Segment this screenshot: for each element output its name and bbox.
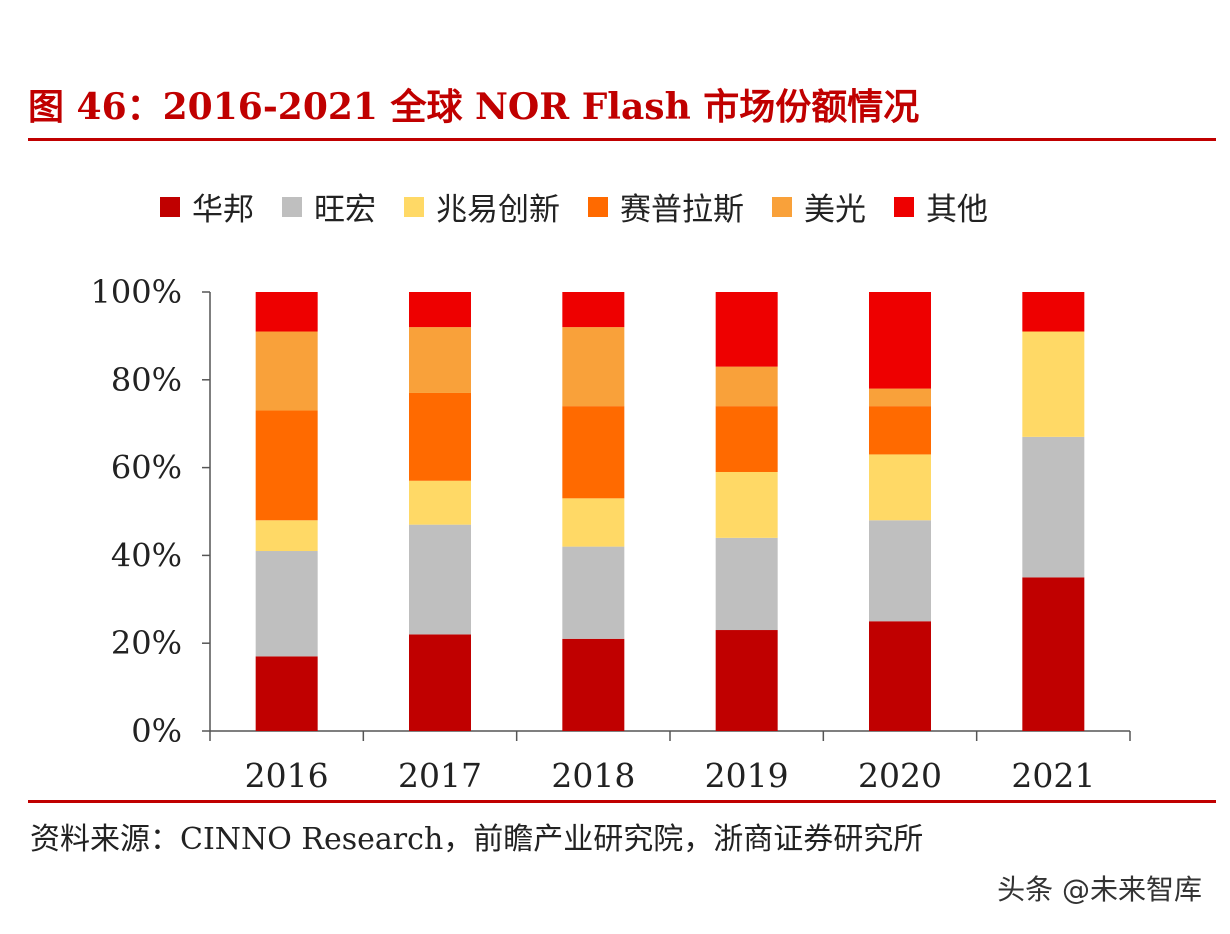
bar-segment xyxy=(869,292,931,389)
x-tick-label: 2017 xyxy=(398,756,482,795)
legend-item: 华邦 xyxy=(160,184,254,229)
legend-item: 兆易创新 xyxy=(404,184,560,229)
bar-segment xyxy=(409,392,471,481)
legend-item: 赛普拉斯 xyxy=(588,184,744,229)
legend-label: 其他 xyxy=(926,192,988,228)
source-divider xyxy=(28,800,1216,803)
chart-title: 图 46：2016-2021 全球 NOR Flash 市场份额情况 xyxy=(28,86,920,128)
legend-label: 兆易创新 xyxy=(436,192,560,228)
bar-segment xyxy=(715,366,778,407)
bar-segment xyxy=(869,621,931,731)
bar-segment xyxy=(1022,331,1085,437)
bar-segment xyxy=(409,634,471,731)
stacked-bar-chart: 0% 20% 40% 60% 80% 100% 2016 2017 2018 2019 2020 20… xyxy=(91,273,1131,795)
bar-segment xyxy=(255,656,318,731)
x-tick-label: 2016 xyxy=(245,756,329,795)
bar-segment xyxy=(409,524,471,635)
watermark: 头条 @未来智库 xyxy=(997,873,1202,906)
y-tick-label: 20% xyxy=(111,624,182,662)
x-tick-label: 2020 xyxy=(858,756,942,795)
bar-segment xyxy=(562,498,625,547)
bar-segment xyxy=(1022,292,1085,332)
bar-segment xyxy=(562,638,625,731)
legend-label: 赛普拉斯 xyxy=(620,192,744,228)
source-note: 资料来源：CINNO Research，前瞻产业研究院，浙商证券研究所 xyxy=(30,822,924,857)
legend-swatch xyxy=(160,196,180,217)
legend-swatch xyxy=(894,196,914,217)
bar-segment xyxy=(409,292,471,328)
bar-segment xyxy=(869,454,931,521)
x-tick-label: 2018 xyxy=(551,756,635,795)
bar-segment xyxy=(715,406,778,472)
bar-segment xyxy=(562,327,625,407)
bar-segment xyxy=(715,471,778,538)
bar-segment xyxy=(562,546,625,639)
legend-item: 美光 xyxy=(772,184,866,229)
bar-segment xyxy=(869,388,931,407)
legend-swatch xyxy=(404,196,424,217)
bar-segment xyxy=(255,520,318,552)
bar-segment xyxy=(255,292,318,332)
y-tick-label: 80% xyxy=(111,361,182,399)
bar-segment xyxy=(869,520,931,622)
bar-segment xyxy=(409,327,471,393)
legend-label: 美光 xyxy=(804,192,866,228)
y-tick-label: 100% xyxy=(91,273,182,311)
bar-segment xyxy=(1022,436,1085,578)
legend-label: 旺宏 xyxy=(314,192,376,228)
bar-segment xyxy=(1022,577,1085,731)
bar-segment xyxy=(409,480,471,525)
bar-segment xyxy=(715,292,778,367)
legend-swatch xyxy=(772,196,792,217)
legend-swatch xyxy=(282,196,302,217)
bar-segment xyxy=(715,537,778,631)
bar-segment xyxy=(562,406,625,499)
title-divider xyxy=(28,138,1216,141)
bar-segment xyxy=(255,551,318,657)
x-tick-label: 2021 xyxy=(1011,756,1095,795)
bar-segment xyxy=(562,292,625,328)
x-tick-label: 2019 xyxy=(705,756,789,795)
bar-segment xyxy=(255,331,318,411)
y-tick-label: 40% xyxy=(111,536,182,574)
chart-legend: 华邦 旺宏 兆易创新 赛普拉斯 美光 其他 xyxy=(160,184,988,229)
legend-label: 华邦 xyxy=(192,192,254,228)
y-tick-label: 60% xyxy=(111,449,182,487)
legend-swatch xyxy=(588,196,608,217)
bar-segment xyxy=(255,410,318,521)
bar-segment xyxy=(715,630,778,731)
bar-segment xyxy=(869,406,931,455)
legend-item: 其他 xyxy=(894,184,988,229)
legend-item: 旺宏 xyxy=(282,184,376,229)
y-tick-label: 0% xyxy=(131,712,182,750)
